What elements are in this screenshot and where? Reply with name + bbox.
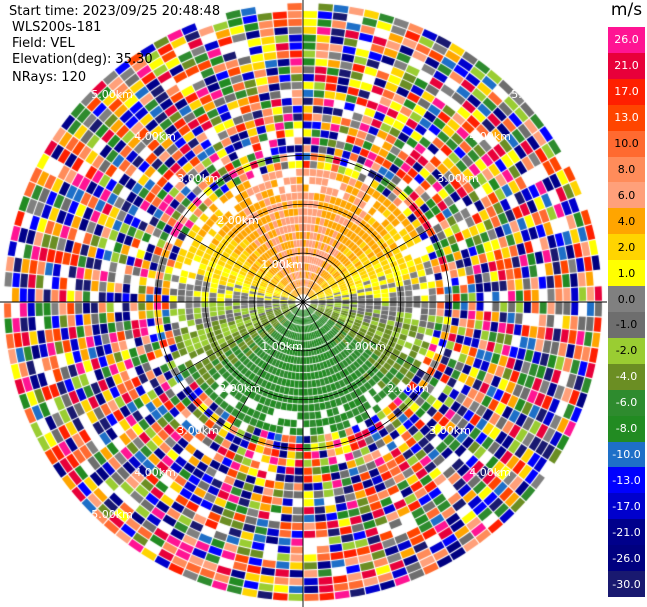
field-value: VEL xyxy=(50,36,75,51)
colorbar-segment xyxy=(608,260,645,287)
range-ring-label: 5.00km xyxy=(511,88,553,101)
range-ring-label: 5.00km xyxy=(91,88,133,101)
elevation-label: Elevation(deg): xyxy=(12,52,112,67)
range-ring-label: 3.00km xyxy=(177,172,219,185)
colorbar-tick-label: -8.0 xyxy=(615,422,638,436)
range-ring-label: 1.00km xyxy=(261,258,303,271)
colorbar-tick-label: 2.0 xyxy=(617,240,636,254)
colorbar-segment xyxy=(608,441,645,468)
start-time-label: Start time: xyxy=(9,4,79,19)
range-ring-label: 4.00km xyxy=(134,130,176,143)
start-time-line: Start time: 2023/09/25 20:48:48 xyxy=(9,4,220,19)
colorbar-tick-label: -6.0 xyxy=(615,396,638,410)
colorbar-segment xyxy=(608,78,645,106)
colorbar-segment xyxy=(608,312,645,339)
colorbar-tick-label: -4.0 xyxy=(615,370,638,384)
colorbar-tick-label: 6.0 xyxy=(617,188,636,202)
colorbar-tick-label: 17.0 xyxy=(614,85,639,99)
range-ring-label: 1.00km xyxy=(261,258,303,271)
range-ring-label: 2.00km xyxy=(387,382,429,395)
colorbar-segment xyxy=(608,27,645,54)
colorbar-tick-label: 26.0 xyxy=(614,33,639,47)
range-ring-label: 5.00km xyxy=(91,508,133,521)
colorbar-segment xyxy=(608,182,645,209)
colorbar-tick-label: 1.0 xyxy=(617,266,636,280)
colorbar-segment xyxy=(608,104,645,132)
range-ring-label: 2.00km xyxy=(217,214,259,227)
range-ring-label: 3.00km xyxy=(177,424,219,437)
field-label: Field: xyxy=(12,36,47,51)
range-ring-label: 2.00km xyxy=(217,214,259,227)
device-name: WLS200s-181 xyxy=(12,20,102,35)
range-ring-label: 3.00km xyxy=(429,424,471,437)
range-ring-label: 4.00km xyxy=(469,466,511,479)
colorbar-segment xyxy=(608,234,645,261)
colorbar-tick-label: -2.0 xyxy=(615,344,638,358)
colorbar-unit: m/s xyxy=(610,0,643,20)
colorbar-segment xyxy=(608,208,645,235)
colorbar-segment xyxy=(608,156,645,183)
elevation-line: Elevation(deg): 35.30 xyxy=(12,52,153,67)
range-ring-label: 4.00km xyxy=(134,466,176,479)
colorbar-tick-label: 10.0 xyxy=(614,137,639,151)
colorbar-tick-label: 0.0 xyxy=(617,292,636,306)
nrays-value: 120 xyxy=(61,70,87,85)
colorbar-segment xyxy=(608,415,645,443)
colorbar-tick-label: -21.0 xyxy=(612,525,641,539)
colorbar-segment xyxy=(608,130,645,158)
colorbar-tick-label: -1.0 xyxy=(615,318,638,332)
field-line: Field: VEL xyxy=(12,36,75,51)
colorbar-segment xyxy=(608,467,645,494)
colorbar-tick-label: -10.0 xyxy=(612,448,641,461)
range-ring-label: 3.00km xyxy=(437,172,479,185)
colorbar-segment xyxy=(608,571,645,598)
nrays-line: NRays: 120 xyxy=(12,70,86,85)
colorbar-tick-label: 4.0 xyxy=(617,214,636,228)
range-ring-label: 1.00km xyxy=(261,340,303,353)
range-ring-label: 1.00km xyxy=(344,340,386,353)
nrays-label: NRays: xyxy=(12,70,58,85)
colorbar-segment xyxy=(608,363,645,391)
colorbar-tick-label: 21.0 xyxy=(614,59,639,73)
colorbar-tick-label: -30.0 xyxy=(612,577,641,591)
colorbar-segment xyxy=(608,286,645,313)
colorbar-tick-label: 13.0 xyxy=(614,111,639,125)
colorbar-segment xyxy=(608,545,645,572)
elevation-value: 35.30 xyxy=(115,52,153,67)
range-ring-label: 4.00km xyxy=(469,130,511,143)
start-time-value: 2023/09/25 20:48:48 xyxy=(82,4,221,19)
colorbar-segment xyxy=(608,337,645,365)
colorbar-tick-label: -26.0 xyxy=(612,551,641,565)
colorbar-segment xyxy=(608,52,645,80)
colorbar-segment xyxy=(608,519,645,546)
colorbar-tick-label: -13.0 xyxy=(612,473,641,487)
colorbar-tick-label: -17.0 xyxy=(612,499,641,513)
colorbar-segment xyxy=(608,389,645,417)
colorbar-segment xyxy=(608,493,645,520)
colorbar-tick-label: 8.0 xyxy=(617,163,636,176)
velocity-colorbar: 26.0 21.0 17.0 13.0 10.0 8.0 6.0 4.0 2.0 1.0 0.0 -1… xyxy=(608,27,645,598)
range-ring-label: 2.00km xyxy=(219,382,261,395)
